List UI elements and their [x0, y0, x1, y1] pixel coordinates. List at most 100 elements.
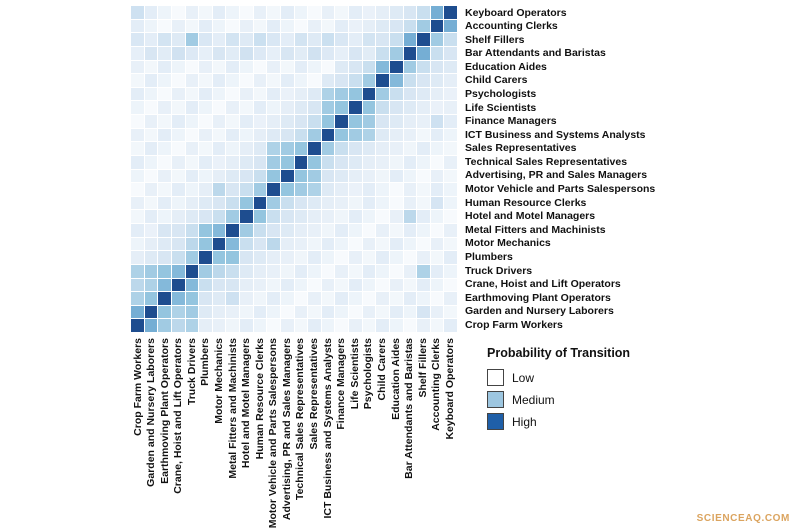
heatmap-cell: [131, 169, 144, 183]
heatmap-cell: [321, 251, 335, 264]
heatmap-cell: [362, 128, 376, 142]
heatmap-cell: [212, 46, 226, 60]
heatmap-cell: [389, 305, 403, 319]
heatmap-cell: [335, 142, 348, 155]
heatmap-cell: [158, 196, 171, 210]
heatmap-cell: [389, 46, 403, 60]
x-axis-label: Metal Fitters and Machinists: [226, 338, 239, 479]
heatmap-cell: [240, 142, 253, 155]
heatmap-cell: [389, 183, 403, 196]
heatmap-cell: [294, 305, 308, 319]
heatmap-cell: [376, 183, 389, 196]
heatmap-cell: [362, 251, 376, 264]
heatmap-cell: [362, 6, 376, 19]
heatmap-cell: [308, 210, 321, 223]
heatmap-cell: [349, 87, 362, 101]
heatmap-cell: [171, 210, 185, 223]
heatmap-cell: [144, 155, 158, 169]
heatmap-cell: [444, 305, 457, 319]
heatmap-cell: [444, 6, 457, 19]
heatmap-cell: [403, 33, 417, 46]
heatmap-cell: [294, 319, 308, 332]
y-axis-label: Technical Sales Representatives: [465, 155, 628, 168]
heatmap-cell: [349, 237, 362, 251]
heatmap-cell: [131, 183, 144, 196]
heatmap-cell: [253, 251, 267, 264]
heatmap-cell: [444, 237, 457, 251]
heatmap-cell: [131, 278, 144, 292]
heatmap-cell: [199, 264, 212, 278]
heatmap-cell: [335, 101, 348, 114]
heatmap-cell: [226, 169, 239, 183]
heatmap-cell: [403, 278, 417, 292]
heatmap-cell: [417, 128, 430, 142]
heatmap-cell: [349, 115, 362, 128]
heatmap-cell: [294, 128, 308, 142]
heatmap-cell: [158, 46, 171, 60]
heatmap-cell: [430, 74, 444, 87]
heatmap-cell: [185, 169, 199, 183]
heatmap-cell: [335, 115, 348, 128]
x-axis-label: Hotel and Motel Managers: [240, 338, 253, 469]
heatmap-cell: [349, 33, 362, 46]
heatmap-cell: [444, 278, 457, 292]
y-axis-label: Psychologists: [465, 88, 537, 100]
heatmap-cell: [212, 74, 226, 87]
heatmap-cell: [335, 74, 348, 87]
x-axis-label-column: Plumbers: [199, 338, 213, 526]
heatmap-cell: [253, 237, 267, 251]
heatmap-cell: [430, 319, 444, 332]
heatmap-cell: [321, 142, 335, 155]
heatmap-cell: [199, 183, 212, 196]
heatmap-cell: [294, 292, 308, 305]
heatmap-cell: [226, 278, 239, 292]
heatmap-cell: [417, 251, 430, 264]
heatmap-cell: [280, 305, 294, 319]
heatmap-cell: [321, 6, 335, 19]
heatmap-cell: [253, 128, 267, 142]
heatmap-cell: [308, 101, 321, 114]
heatmap-cell: [226, 319, 239, 332]
legend: Probability of Transition Low Medium High: [487, 346, 707, 435]
heatmap-cell: [226, 6, 239, 19]
heatmap-cell: [417, 101, 430, 114]
heatmap-cell: [362, 33, 376, 46]
x-axis-label-column: Garden and Nursery Laborers: [145, 338, 159, 526]
heatmap-cell: [267, 169, 280, 183]
y-axis-label: Education Aides: [465, 60, 547, 73]
heatmap-cell: [376, 155, 389, 169]
heatmap-cell: [240, 74, 253, 87]
heatmap-cell: [280, 115, 294, 128]
y-axis-label: Human Resource Clerks: [465, 196, 587, 209]
heatmap-cell: [362, 210, 376, 223]
heatmap-cell: [321, 128, 335, 142]
heatmap-cell: [199, 251, 212, 264]
heatmap-cell: [308, 142, 321, 155]
heatmap-cell: [253, 74, 267, 87]
heatmap-cell: [185, 183, 199, 196]
heatmap-cell: [144, 46, 158, 60]
heatmap-cell: [349, 6, 362, 19]
x-axis-label: Truck Drivers: [185, 338, 198, 406]
heatmap-cell: [280, 46, 294, 60]
heatmap-cell: [158, 224, 171, 237]
heatmap-cell: [267, 210, 280, 223]
heatmap-cell: [158, 292, 171, 305]
heatmap-cell: [389, 128, 403, 142]
heatmap-cell: [403, 128, 417, 142]
heatmap-cell: [349, 264, 362, 278]
heatmap-cell: [158, 251, 171, 264]
heatmap-cell: [430, 224, 444, 237]
heatmap-cell: [158, 101, 171, 114]
heatmap-cell: [321, 101, 335, 114]
heatmap-cell: [171, 60, 185, 74]
heatmap-cell: [267, 142, 280, 155]
heatmap-cell: [240, 183, 253, 196]
heatmap-cell: [389, 101, 403, 114]
heatmap-cell: [417, 142, 430, 155]
heatmap-cell: [376, 305, 389, 319]
heatmap-cell: [430, 196, 444, 210]
y-axis-label: Garden and Nursery Laborers: [465, 305, 614, 318]
legend-label: Low: [512, 370, 535, 385]
heatmap-cell: [131, 196, 144, 210]
